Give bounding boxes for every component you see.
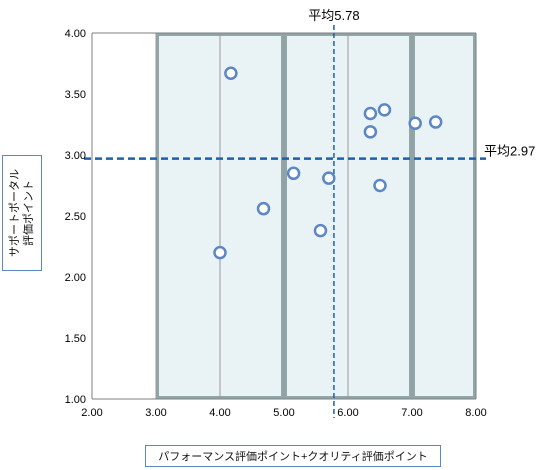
data-point-11 [408, 116, 422, 131]
data-point-3 [256, 201, 271, 216]
region-3 [412, 33, 476, 399]
data-point-2 [213, 245, 227, 260]
x-tick-label: 7.00 [401, 407, 422, 419]
data-point-5 [313, 223, 328, 238]
y-tick-label: 3.00 [65, 150, 86, 162]
y-tick-label: 3.50 [65, 89, 86, 101]
x-tick-label: 5.00 [273, 407, 294, 419]
x-tick-label: 4.00 [209, 407, 230, 419]
y-axis-label-box: サポートポータル 評価ポイント [2, 155, 42, 271]
x-tick-label: 8.00 [465, 407, 486, 419]
tick-labels-layer: 1.00 1.50 2.00 2.50 3.00 3.50 4.00 2.00 3.00 4.00… [65, 28, 487, 419]
y-tick-label: 2.50 [65, 211, 86, 223]
x-axis-label: パフォーマンス評価ポイント+クオリティ評価ポイント [158, 451, 428, 463]
data-point-8 [363, 125, 378, 139]
mean-lines-layer: 平均5.78 平均2.97 [84, 8, 535, 418]
y-tick-label: 1.50 [65, 333, 86, 345]
axes-layer [91, 32, 477, 400]
data-point-10 [373, 178, 387, 193]
y-axis-label: サポートポータル 評価ポイント [9, 169, 35, 257]
x-axis-label-box: パフォーマンス評価ポイント+クオリティ評価ポイント [145, 445, 441, 467]
region-layer [156, 33, 476, 399]
y-mean-label: 平均2.97 [484, 144, 535, 159]
x-tick-label: 2.00 [81, 407, 102, 419]
data-point-4 [286, 166, 301, 181]
y-tick-label: 4.00 [65, 28, 86, 40]
y-tick-label: 1.00 [65, 394, 86, 406]
data-point-1 [224, 66, 238, 81]
x-mean-label: 平均5.78 [308, 8, 359, 23]
x-tick-label: 3.00 [145, 407, 166, 419]
data-point-12 [428, 115, 443, 129]
data-point-6 [322, 171, 336, 185]
y-tick-label: 2.00 [65, 272, 86, 284]
data-point-7 [363, 106, 378, 121]
data-point-9 [377, 103, 392, 117]
x-tick-label: 6.00 [337, 407, 358, 419]
points-layer [213, 66, 443, 260]
